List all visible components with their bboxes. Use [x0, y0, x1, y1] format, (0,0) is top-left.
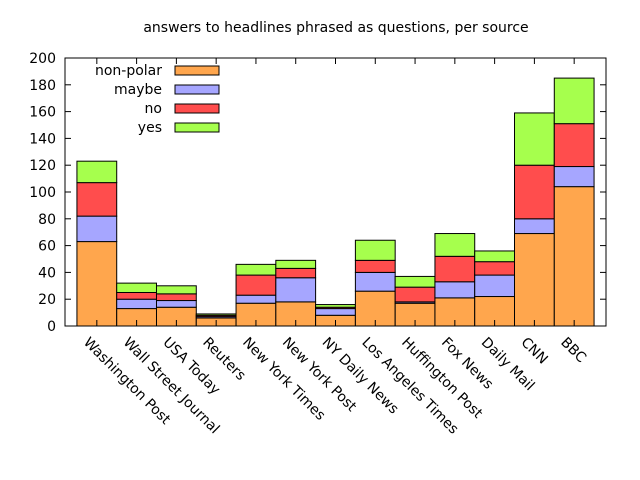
- legend: non-polar maybe no yes: [95, 63, 220, 136]
- bar-segment-no-12: [553, 123, 595, 168]
- bar-segment-yes-7: [354, 239, 396, 261]
- chart-title: answers to headlines phrased as question…: [143, 20, 528, 36]
- bar-segment-maybe-7: [354, 271, 396, 292]
- bar-segment-no-10: [474, 261, 516, 276]
- bar-segment-maybe-0: [76, 215, 118, 243]
- bar-segment-no-5: [275, 267, 317, 279]
- y-tick-label: 40: [38, 265, 56, 281]
- bar-segment-non-polar-11: [514, 233, 555, 327]
- bar-segment-no-8: [394, 286, 436, 303]
- bar-segment-yes-5: [275, 259, 317, 269]
- legend-swatch: [174, 103, 220, 114]
- bar-segment-yes-6: [315, 304, 356, 308]
- bars: [76, 77, 595, 327]
- bar-segment-maybe-9: [434, 281, 476, 299]
- bar-segment-maybe-11: [514, 218, 555, 235]
- bar-segment-yes-2: [155, 285, 197, 295]
- bar-segment-no-1: [116, 292, 157, 300]
- bar-segment-non-polar-0: [76, 241, 118, 327]
- bar-segment-maybe-10: [474, 274, 516, 298]
- bar-segment-maybe-1: [116, 298, 157, 310]
- y-axis: 0 20 40 60 80 100 120 140 160 180 200: [29, 51, 606, 335]
- y-tick-label: 60: [38, 239, 56, 255]
- y-tick-label: 140: [29, 131, 56, 147]
- legend-label: maybe: [114, 82, 162, 98]
- bar-segment-no-11: [514, 164, 555, 220]
- bar-segment-yes-3: [195, 313, 237, 316]
- bar-segment-no-9: [434, 255, 476, 283]
- y-tick-label: 0: [47, 319, 56, 335]
- bar-segment-no-2: [155, 293, 197, 302]
- bar-segment-maybe-5: [275, 277, 317, 303]
- bar-segment-maybe-12: [553, 166, 595, 188]
- bar-segment-yes-1: [116, 282, 157, 293]
- legend-swatch: [174, 65, 220, 76]
- bar-segment-yes-10: [474, 250, 516, 263]
- bar-segment-yes-9: [434, 233, 476, 257]
- x-tick-label: BBC: [557, 335, 589, 367]
- y-tick-label: 100: [29, 185, 56, 201]
- y-tick-label: 80: [38, 212, 56, 228]
- bar-segment-yes-8: [394, 275, 436, 288]
- y-tick-label: 200: [29, 51, 56, 67]
- y-tick-label: 180: [29, 78, 56, 94]
- plot-frame: [64, 57, 607, 327]
- bar-segment-yes-0: [76, 160, 118, 184]
- bar-segment-yes-12: [553, 77, 595, 125]
- legend-swatch: [174, 84, 220, 95]
- legend-label: non-polar: [95, 63, 162, 79]
- legend-swatch: [174, 122, 220, 133]
- x-tick-label: CNN: [518, 335, 551, 368]
- bar-segment-yes-11: [514, 112, 555, 166]
- y-tick-label: 120: [29, 158, 56, 174]
- bar-segment-no-4: [235, 274, 277, 296]
- bar-segment-maybe-6: [315, 308, 356, 316]
- bar-segment-maybe-2: [155, 300, 197, 308]
- legend-label: yes: [138, 120, 162, 136]
- bar-segment-non-polar-12: [553, 186, 595, 327]
- y-tick-label: 20: [38, 292, 56, 308]
- y-tick-label: 160: [29, 105, 56, 121]
- bar-segment-no-7: [354, 259, 396, 273]
- legend-label: no: [145, 101, 162, 117]
- bar-segment-maybe-4: [235, 294, 277, 304]
- bar-segment-yes-4: [235, 263, 277, 276]
- bar-segment-no-0: [76, 182, 118, 217]
